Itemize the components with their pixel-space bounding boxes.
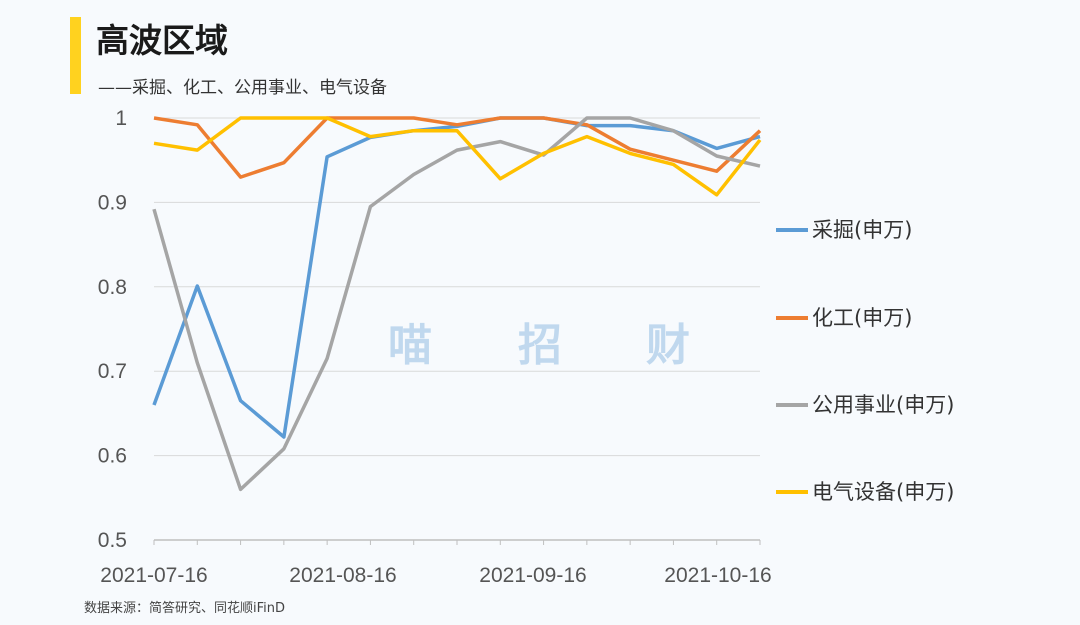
chart-subtitle: ——采掘、化工、公用事业、电气设备 [98, 78, 387, 98]
y-tick-label: 0.6 [98, 445, 127, 468]
y-tick-label: 0.7 [98, 360, 127, 383]
y-tick-label: 0.9 [98, 191, 127, 214]
series-lines [152, 116, 762, 492]
watermark-char: 招 [518, 320, 562, 371]
x-tick-label: 2021-09-16 [479, 564, 586, 587]
series-line [152, 116, 761, 492]
watermark-char: 喵 [388, 320, 432, 371]
series-line [153, 116, 762, 197]
title-accent-bar [70, 17, 81, 94]
watermark-char: 财 [646, 320, 690, 371]
legend-label: 电气设备(申万) [812, 480, 954, 504]
x-tick-label: 2021-07-16 [100, 564, 207, 587]
y-axis-ticks: 0.5 0.6 0.7 0.8 0.9 1 [98, 107, 127, 552]
legend-label: 公用事业(申万) [812, 393, 954, 417]
y-tick-label: 0.8 [98, 276, 127, 299]
series-line [153, 116, 762, 179]
x-axis: 2021-07-16 2021-08-16 2021-09-16 2021-10-16 [100, 539, 772, 587]
y-tick-label: 0.5 [98, 529, 127, 552]
watermark: 喵招财 [388, 320, 690, 371]
series-line [152, 116, 761, 439]
y-tick-label: 1 [115, 107, 127, 130]
legend-label: 采掘(申万) [812, 218, 912, 242]
legend: 采掘(申万) 化工(申万) 公用事业(申万) 电气设备(申万) [776, 218, 954, 504]
legend-label: 化工(申万) [812, 306, 912, 330]
x-tick-label: 2021-08-16 [289, 564, 396, 587]
chart-title: 高波区域 [96, 21, 228, 60]
x-tick-label: 2021-10-16 [664, 564, 771, 587]
data-source-note: 数据来源：简答研究、同花顺iFinD [84, 601, 286, 616]
